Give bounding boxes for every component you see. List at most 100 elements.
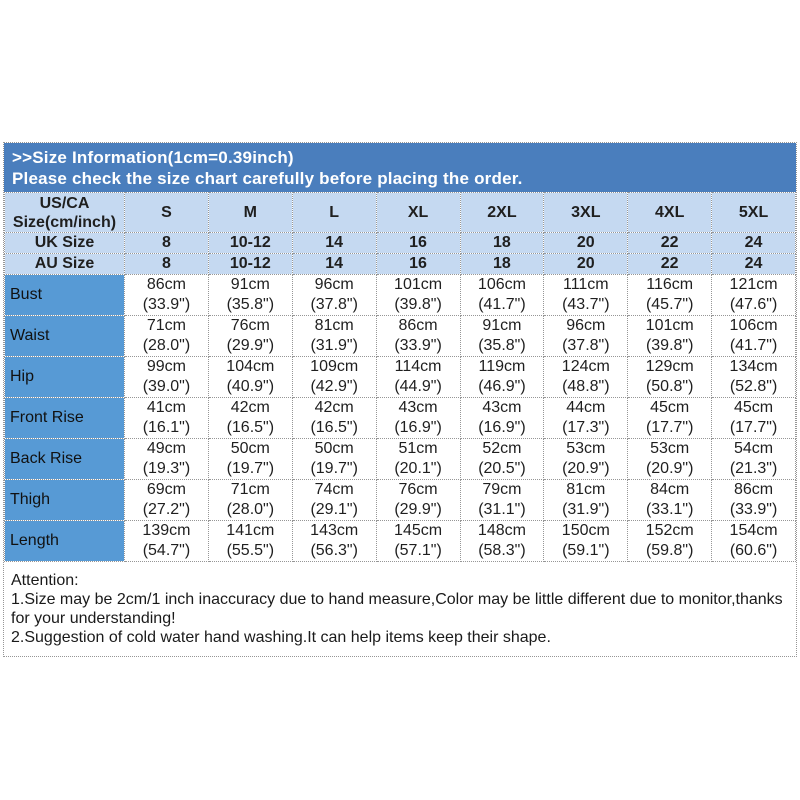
size-row-value: 18	[459, 253, 545, 275]
size-info-sheet: >>Size Information(1cm=0.39inch) Please …	[3, 142, 797, 657]
measurement-label: Waist	[4, 315, 125, 357]
size-row-value: 16	[375, 232, 461, 254]
measurement-inch: (16.1")	[142, 419, 191, 436]
measurement-cell: 143cm (56.3")	[291, 520, 377, 562]
size-row-value: 8	[124, 232, 209, 254]
size-column-header: L	[291, 192, 377, 233]
measurement-cell: 50cm (19.7")	[291, 438, 377, 480]
measurement-cm: 51cm	[398, 440, 438, 457]
measurement-inch: (58.3")	[478, 542, 526, 559]
measurement-inch: (16.5")	[226, 419, 275, 436]
measurement-cell: 43cm (16.9")	[375, 397, 461, 439]
measurement-inch: (16.5")	[310, 419, 358, 436]
measurement-inch: (33.9")	[729, 501, 778, 518]
measurement-inch: (27.2")	[142, 501, 191, 518]
measurement-inch: (33.1")	[645, 501, 694, 518]
measurement-inch: (43.7")	[562, 296, 610, 313]
measurement-row: Front Rise 41cm (16.1") 42cm (16.5") 42cm (16.…	[4, 397, 796, 439]
measurement-cell: 91cm (35.8")	[207, 274, 293, 316]
measurement-cm: 86cm	[734, 481, 774, 498]
measurement-label: Hip	[4, 356, 125, 398]
measurement-cm: 86cm	[146, 276, 186, 293]
measurement-cm: 74cm	[314, 481, 354, 498]
measurement-cm: 114cm	[394, 358, 442, 375]
size-row-value: 16	[375, 253, 461, 275]
measurement-cell: 41cm (16.1")	[124, 397, 209, 439]
measurement-cell: 86cm (33.9")	[375, 315, 461, 357]
measurement-inch: (39.0")	[142, 378, 191, 395]
measurement-inch: (48.8")	[562, 378, 610, 395]
measurement-cm: 111cm	[562, 276, 609, 293]
measurement-cm: 45cm	[650, 399, 690, 416]
measurement-cm: 104cm	[226, 358, 275, 375]
measurement-cell: 86cm (33.9")	[124, 274, 209, 316]
measurement-label: Length	[4, 520, 125, 562]
measurement-cm: 54cm	[734, 440, 774, 457]
measurement-cm: 43cm	[482, 399, 522, 416]
measurement-inch: (44.9")	[394, 378, 442, 395]
measurement-cm: 139cm	[142, 522, 191, 539]
measurement-cm: 42cm	[230, 399, 270, 416]
measurement-row: Hip 99cm (39.0") 104cm (40.9") 109cm (42.9") 11…	[4, 356, 796, 398]
measurement-cell: 71cm (28.0")	[124, 315, 209, 357]
measurement-inch: (19.3")	[142, 460, 191, 477]
measurement-cell: 109cm (42.9")	[291, 356, 377, 398]
measurement-cell: 104cm (40.9")	[207, 356, 293, 398]
size-column-header: XL	[375, 192, 461, 233]
measurement-cm: 71cm	[146, 317, 186, 334]
corner-label-line2: Size(cm/inch)	[12, 213, 117, 231]
size-chart-table: US/CA Size(cm/inch) S M L XL 2XL 3XL 4XL 5XL UK Si…	[4, 192, 796, 562]
measurement-cell: 91cm (35.8")	[459, 315, 545, 357]
attention-title: Attention:	[11, 572, 79, 589]
measurement-cm: 152cm	[645, 522, 694, 539]
measurement-inch: (54.7")	[142, 542, 191, 559]
measurement-cm: 81cm	[566, 481, 606, 498]
measurement-cell: 141cm (55.5")	[207, 520, 293, 562]
attention-line-1: 1.Size may be 2cm/1 inch inaccuracy due …	[11, 591, 783, 627]
measurement-inch: (35.8")	[226, 296, 275, 313]
measurement-inch: (20.9")	[562, 460, 610, 477]
banner-title: >>Size Information(1cm=0.39inch)	[12, 148, 294, 167]
measurement-cell: 79cm (31.1")	[459, 479, 545, 521]
measurement-cell: 111cm (43.7")	[543, 274, 629, 316]
measurement-cell: 45cm (17.7")	[711, 397, 796, 439]
measurement-inch: (33.9")	[394, 337, 442, 354]
measurement-cm: 69cm	[146, 481, 186, 498]
measurement-inch: (37.8")	[310, 296, 358, 313]
measurement-inch: (50.8")	[645, 378, 694, 395]
measurement-cm: 143cm	[310, 522, 359, 539]
measurement-inch: (20.1")	[394, 460, 442, 477]
measurement-cell: 74cm (29.1")	[291, 479, 377, 521]
measurement-cell: 116cm (45.7")	[627, 274, 713, 316]
size-info-banner: >>Size Information(1cm=0.39inch) Please …	[4, 143, 796, 192]
size-row-value: 14	[291, 232, 377, 254]
measurement-cell: 119cm (46.9")	[459, 356, 545, 398]
banner-subtitle: Please check the size chart carefully be…	[12, 169, 523, 188]
measurement-cell: 50cm (19.7")	[207, 438, 293, 480]
measurement-inch: (19.7")	[226, 460, 275, 477]
measurement-cell: 76cm (29.9")	[207, 315, 293, 357]
size-row-value: 10-12	[207, 232, 293, 254]
measurement-cell: 81cm (31.9")	[291, 315, 377, 357]
measurement-cm: 43cm	[398, 399, 438, 416]
measurement-cell: 145cm (57.1")	[375, 520, 461, 562]
measurement-cell: 148cm (58.3")	[459, 520, 545, 562]
measurement-inch: (29.9")	[226, 337, 275, 354]
measurement-cell: 84cm (33.1")	[627, 479, 713, 521]
measurement-cell: 54cm (21.3")	[711, 438, 796, 480]
measurement-cell: 101cm (39.8")	[627, 315, 713, 357]
measurement-cm: 116cm	[646, 276, 694, 293]
measurement-inch: (52.8")	[729, 378, 778, 395]
measurement-cell: 150cm (59.1")	[543, 520, 629, 562]
measurement-inch: (39.8")	[645, 337, 694, 354]
measurement-cm: 49cm	[146, 440, 186, 457]
measurement-inch: (31.9")	[562, 501, 610, 518]
measurement-cm: 71cm	[230, 481, 270, 498]
size-row-label: UK Size	[4, 232, 125, 254]
measurement-cm: 121cm	[729, 276, 778, 293]
measurement-cell: 53cm (20.9")	[543, 438, 629, 480]
measurement-cm: 50cm	[230, 440, 270, 457]
measurement-inch: (31.1")	[478, 501, 526, 518]
measurement-cell: 76cm (29.9")	[375, 479, 461, 521]
size-row-value: 20	[543, 253, 629, 275]
